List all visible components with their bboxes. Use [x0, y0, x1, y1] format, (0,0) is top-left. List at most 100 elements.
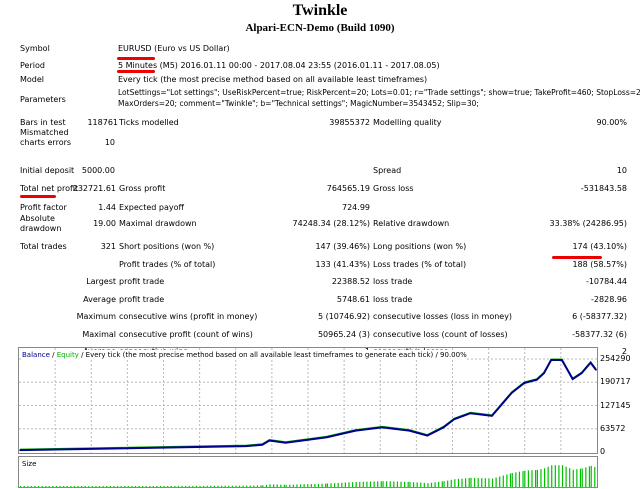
stat-ticks-label: Ticks modelled	[119, 118, 179, 127]
stat-lloss-label: loss trade	[373, 277, 413, 286]
size-bar	[84, 486, 86, 487]
stat-spread: 10	[616, 166, 627, 175]
size-bar	[145, 486, 147, 487]
stat-lloss: -10784.44	[585, 277, 627, 286]
stat-quality: 90.00%	[596, 118, 627, 127]
size-bar	[124, 486, 126, 487]
size-bar	[420, 482, 422, 487]
size-bar	[585, 467, 587, 487]
balance-point	[550, 359, 552, 361]
stat-mclo: -58377.32 (6)	[572, 329, 627, 339]
size-bar	[366, 481, 368, 487]
stat-short-label: Short positions (won %)	[119, 242, 215, 251]
stat-mcw: 5 (10746.92)	[317, 312, 370, 321]
size-bar	[470, 477, 472, 487]
stat-short: 147 (39.46%)	[315, 242, 370, 251]
stat-mcp-label: consecutive profit (count of wins)	[119, 329, 253, 339]
y-tick-label: 127145	[600, 400, 631, 410]
parameters-line1: LotSettings="Lot settings"; UseRiskPerce…	[118, 88, 640, 97]
size-bar	[283, 484, 285, 487]
size-bar	[299, 484, 302, 487]
size-bar	[303, 484, 305, 487]
stat-aprofit-label: profit trade	[119, 294, 165, 304]
size-bar	[325, 483, 327, 487]
stat-long-label: Long positions (won %)	[373, 242, 467, 251]
size-bar	[511, 473, 513, 487]
balance-point	[442, 426, 445, 429]
stat-deposit-label: Initial deposit	[20, 166, 75, 175]
size-bar	[576, 469, 578, 487]
size-bar	[34, 486, 36, 487]
stat-payoff-label: Expected payoff	[119, 203, 184, 212]
size-bar	[88, 486, 90, 487]
size-bar	[30, 486, 32, 487]
size-bar	[404, 481, 406, 487]
size-bar	[434, 482, 436, 487]
stat-grossloss: -531843.58	[580, 184, 627, 193]
size-bar	[253, 485, 255, 487]
size-bar	[310, 484, 312, 487]
parameters-label: Parameters	[20, 95, 66, 104]
stat-absdd: 19.00	[93, 219, 116, 228]
balance-chart: Balance / Equity / Every tick (the most …	[18, 347, 598, 454]
stat-ltrades-label: Loss trades (% of total)	[373, 259, 467, 269]
stat-aloss: -2828.96	[591, 294, 627, 304]
size-bar	[37, 486, 40, 487]
size-bar	[416, 482, 418, 487]
size-bar	[66, 486, 68, 487]
stat-grossprofit-label: Gross profit	[119, 184, 166, 193]
stat-grossloss-label: Gross loss	[373, 184, 414, 193]
size-bar	[242, 485, 244, 487]
size-bar	[362, 481, 364, 487]
size-bar	[341, 482, 343, 487]
size-bar	[481, 478, 483, 487]
size-bar	[106, 486, 108, 487]
size-bar	[506, 474, 508, 487]
size-bar	[228, 485, 230, 487]
stat-reldd-label: Relative drawdown	[373, 219, 450, 228]
size-bar	[45, 486, 47, 487]
size-bar	[285, 484, 287, 487]
size-bar	[116, 486, 119, 487]
stat-grossprofit: 764565.19	[326, 184, 370, 193]
size-bar	[265, 484, 268, 487]
size-bar	[199, 485, 201, 487]
highlight-underline	[20, 195, 56, 198]
stat-reldd: 33.38% (24286.95)	[549, 219, 627, 228]
size-bar	[334, 483, 336, 487]
size-bar	[554, 465, 556, 487]
size-bar	[167, 485, 169, 487]
stat-bars: 118761	[87, 118, 118, 127]
stat-quality-label: Modelling quality	[373, 118, 442, 127]
size-bar	[70, 486, 72, 487]
size-bar	[536, 469, 538, 487]
size-bar	[594, 466, 596, 487]
size-bar	[55, 486, 58, 487]
size-bar	[174, 485, 176, 487]
balance-chart-svg	[19, 348, 597, 453]
size-bar	[468, 477, 470, 487]
size-bar	[238, 485, 241, 487]
size-bar	[377, 481, 379, 487]
size-bar	[134, 486, 137, 487]
size-bar	[524, 470, 526, 487]
size-bar	[102, 486, 104, 487]
size-bar	[246, 485, 248, 487]
parameters-line2: MaxOrders=20; comment="Twinkle"; b="Tech…	[118, 99, 479, 108]
stat-maximum-label: Maximum	[76, 312, 116, 321]
legend-balance: Balance	[22, 351, 50, 359]
size-bar	[280, 484, 282, 487]
size-bar	[389, 481, 391, 487]
size-bar	[81, 486, 83, 487]
balance-point	[469, 412, 472, 415]
stat-bars-label: Bars in test	[20, 118, 66, 127]
size-bar	[20, 486, 22, 487]
stat-mcp: 50965.24 (3)	[317, 329, 370, 339]
stat-aloss-label: loss trade	[373, 294, 413, 304]
balance-point	[523, 382, 526, 384]
size-bar	[109, 486, 111, 487]
balance-line	[19, 358, 597, 452]
size-bar	[177, 485, 180, 487]
size-bar	[195, 485, 198, 487]
size-label: Size	[22, 460, 37, 468]
